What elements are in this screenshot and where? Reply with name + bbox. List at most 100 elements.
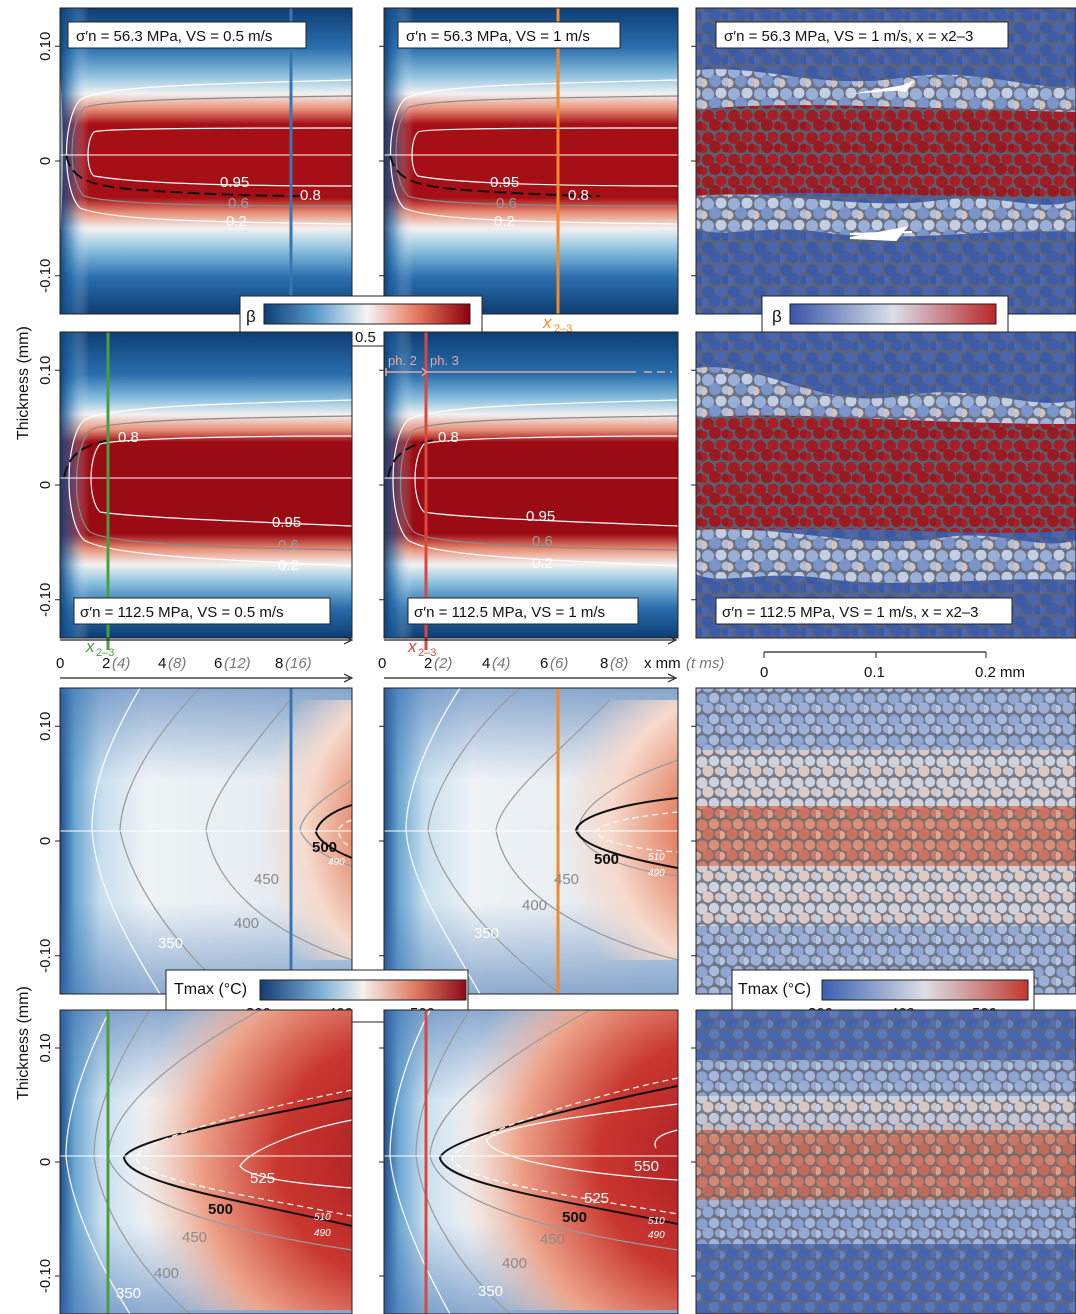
svg-text:(12): (12) <box>224 655 251 672</box>
y-tick-label: 0 <box>37 837 54 845</box>
svg-text:0: 0 <box>56 655 64 672</box>
contour-label: 450 <box>540 1231 565 1248</box>
y-tick-label: -0.10 <box>37 259 54 293</box>
y-tick-label: 0 <box>37 1158 54 1166</box>
panel-label-box: σ′n = 112.5 MPa, VS = 1 m/s <box>407 597 639 625</box>
contour-label: 0.6 <box>278 537 299 554</box>
y-tick-label: 0.10 <box>37 712 54 741</box>
contour-label: 400 <box>522 897 547 914</box>
panel-beta-56-1-grains <box>696 8 1076 314</box>
contour-label: 0.95 <box>490 174 519 191</box>
svg-text:0.2 mm: 0.2 mm <box>975 664 1025 681</box>
svg-text:6: 6 <box>540 655 548 672</box>
svg-text:8: 8 <box>600 655 608 672</box>
contour-label: 525 <box>584 1190 609 1207</box>
svg-text:0.5: 0.5 <box>355 329 376 346</box>
contour-label: 0.8 <box>438 429 459 446</box>
y-tick-label: 0.10 <box>37 32 54 61</box>
contour-label: 510 <box>648 852 665 863</box>
contour-label: 0.6 <box>228 195 249 212</box>
contour-0.6 <box>71 95 352 207</box>
panel-tmax-56-05 <box>60 688 352 994</box>
svg-text:2: 2 <box>424 655 432 672</box>
contour-label: 450 <box>254 871 279 888</box>
panel-beta-112-1 <box>384 332 678 638</box>
svg-text:(16): (16) <box>285 655 312 672</box>
svg-text:0.1: 0.1 <box>864 664 885 681</box>
svg-text:4: 4 <box>482 655 490 672</box>
panel-label-box: σ′n = 56.3 MPa, VS = 1 m/s <box>397 21 621 49</box>
panel-tmax-112-1 <box>384 1010 678 1314</box>
contour-label: 490 <box>314 1228 331 1239</box>
svg-text:4: 4 <box>158 655 166 672</box>
panel-tmax-56-1-grains <box>696 688 1076 994</box>
y-tick-label: -0.10 <box>37 939 54 973</box>
contour-label: 450 <box>182 1229 207 1246</box>
y-tick-label: 0 <box>37 157 54 165</box>
svg-text:0: 0 <box>760 664 768 681</box>
contour-label: 500 <box>312 839 337 856</box>
y-axis-lower: Thickness (mm) <box>15 986 32 1100</box>
contour-label: 450 <box>554 871 579 888</box>
contour-label: 500 <box>208 1201 233 1218</box>
contour-label: 510 <box>314 1212 331 1223</box>
svg-text:(4): (4) <box>492 655 510 672</box>
contour-label: 500 <box>562 1209 587 1226</box>
panel-label: σ′n = 56.3 MPa, VS = 0.5 m/s <box>76 28 272 45</box>
contour-label: 550 <box>634 1158 659 1175</box>
panel-beta-112-1-grains <box>696 332 1076 638</box>
contour-label: 0.95 <box>220 174 249 191</box>
contour-label: 0.2 <box>226 213 247 230</box>
panel-label: σ′n = 112.5 MPa, VS = 1 m/s <box>414 604 605 621</box>
y-tick-label: 0.10 <box>37 356 54 385</box>
panel-label: σ′n = 112.5 MPa, VS = 0.5 m/s <box>80 604 284 621</box>
contour-label: 0.2 <box>532 555 553 572</box>
svg-text:(8): (8) <box>610 655 628 672</box>
contour-label: 400 <box>154 1265 179 1282</box>
contour-label: 0.2 <box>494 213 515 230</box>
panel-label-box: σ′n = 112.5 MPa, VS = 0.5 m/s <box>73 597 331 625</box>
y-tick-label: -0.10 <box>37 1259 54 1293</box>
contour-label: 0.6 <box>496 195 517 212</box>
svg-text:x: x <box>407 637 417 656</box>
svg-text:8: 8 <box>275 655 283 672</box>
svg-text:β: β <box>772 307 782 326</box>
svg-text:2–3: 2–3 <box>418 647 436 659</box>
panel-beta-56-05 <box>60 8 352 314</box>
contour-label: 400 <box>234 915 259 932</box>
y-axis-upper: Thickness (mm) <box>15 326 32 440</box>
svg-text:2–3: 2–3 <box>96 647 114 659</box>
y-tick-label: 0.10 <box>37 1033 54 1062</box>
contour-label: 490 <box>648 1230 665 1241</box>
contour-label: 510 <box>648 1216 665 1227</box>
svg-text:(4): (4) <box>112 655 130 672</box>
svg-text:Tmax (°C): Tmax (°C) <box>738 981 811 998</box>
svg-text:ph. 3: ph. 3 <box>430 353 459 368</box>
svg-text:Tmax (°C): Tmax (°C) <box>174 981 247 998</box>
contour-label: 0.95 <box>272 514 301 531</box>
contour-label: 525 <box>250 1170 275 1187</box>
contour-label: 0.95 <box>526 508 555 525</box>
svg-text:Thickness (mm): Thickness (mm) <box>15 326 32 440</box>
contour-label: 490 <box>328 857 345 868</box>
svg-text:2: 2 <box>102 655 110 672</box>
contour-label: 0.2 <box>278 557 299 574</box>
phase-annotation: ph. 2 ph. 3 <box>385 353 672 377</box>
contour-label: 400 <box>502 1255 527 1272</box>
svg-text:(t ms): (t ms) <box>686 655 724 672</box>
svg-text:β: β <box>246 307 256 326</box>
contour-label: 0.8 <box>300 187 321 204</box>
scale-bar: 0 0.1 0.2 mm <box>760 651 1025 681</box>
svg-text:0: 0 <box>378 655 386 672</box>
contour-label: 350 <box>158 935 183 952</box>
y-tick-label: -0.10 <box>37 583 54 617</box>
panel-label-box: σ′n = 56.3 MPa, VS = 0.5 m/s <box>67 21 307 49</box>
contour-label: 350 <box>478 1283 503 1300</box>
panel-label-box: σ′n = 56.3 MPa, VS = 1 m/s, x = x2–3 <box>715 21 1009 49</box>
svg-text:(6): (6) <box>550 655 568 672</box>
contour-label: 0.8 <box>118 429 139 446</box>
panel-tmax-112-1-grains <box>696 1010 1076 1314</box>
svg-text:x mm: x mm <box>644 655 681 672</box>
contour-label: 0.6 <box>532 533 553 550</box>
panel-tmax-56-1 <box>384 688 678 994</box>
